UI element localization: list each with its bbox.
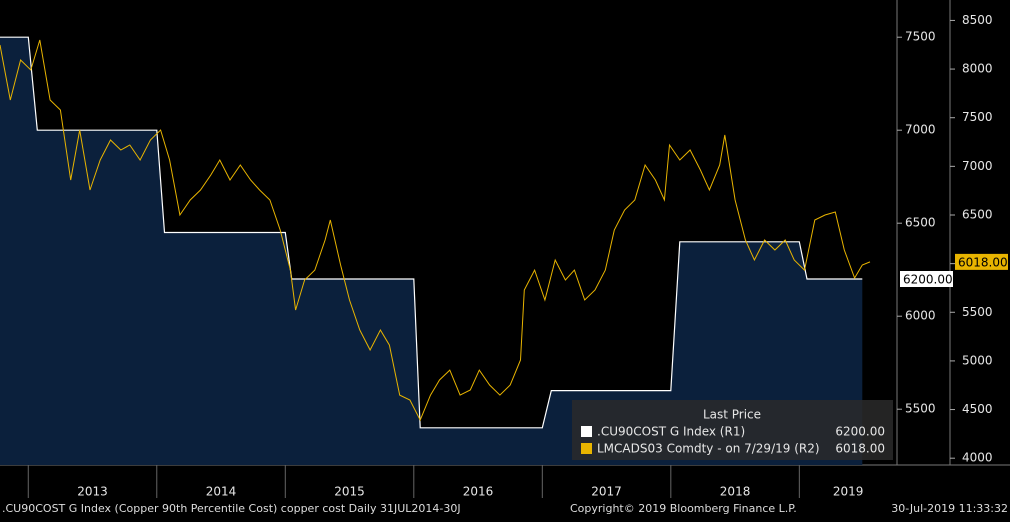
x-tick-label: 2018 (720, 485, 751, 499)
footer-left: .CU90COST G Index (Copper 90th Percentil… (2, 502, 461, 515)
footer: .CU90COST G Index (Copper 90th Percentil… (2, 502, 1008, 515)
x-tick-label: 2013 (77, 485, 108, 499)
last-price-label: 6018.00 (958, 255, 1008, 269)
x-tick-label: 2015 (334, 485, 365, 499)
r2-tick-label: 8000 (962, 62, 993, 76)
r1-tick-label: 7000 (905, 123, 936, 137)
r2-tick-label: 7000 (962, 159, 993, 173)
legend: Last Price .CU90COST G Index (R1) 6200.00 L… (572, 400, 893, 460)
legend-label: .CU90COST G Index (R1) (597, 425, 745, 439)
legend-swatch (581, 443, 592, 454)
r2-tick-label: 4500 (962, 402, 993, 416)
x-tick-label: 2019 (833, 485, 864, 499)
x-tick-label: 2016 (463, 485, 494, 499)
legend-value: 6018.00 (835, 442, 885, 456)
footer-right: 30-Jul-2019 11:33:32 (891, 502, 1008, 515)
r2-tick-label: 6500 (962, 207, 993, 221)
r2-tick-label: 8500 (962, 13, 993, 27)
r1-tick-label: 6000 (905, 309, 936, 323)
legend-swatch (581, 426, 592, 437)
footer-center: Copyright© 2019 Bloomberg Finance L.P. (570, 502, 797, 515)
x-tick-label: 2014 (206, 485, 237, 499)
legend-value: 6200.00 (835, 425, 885, 439)
r1-tick-label: 5500 (905, 402, 936, 416)
legend-title: Last Price (703, 408, 761, 422)
r1-tick-label: 7500 (905, 30, 936, 44)
legend-box (572, 400, 893, 460)
r2-tick-label: 5500 (962, 305, 993, 319)
r2-tick-label: 4000 (962, 451, 993, 465)
r1-tick-label: 6500 (905, 216, 936, 230)
r2-tick-label: 5000 (962, 353, 993, 367)
last-price-tag (900, 271, 953, 287)
r2-tick-label: 7500 (962, 110, 993, 124)
line (0, 39, 871, 422)
area (0, 37, 863, 465)
line (0, 36, 863, 429)
x-tick-label: 2017 (591, 485, 622, 499)
last-price-label: 6200.00 (903, 273, 953, 287)
legend-label: LMCADS03 Comdty - on 7/29/19 (R2) (597, 442, 820, 456)
last-price-tag (955, 253, 1008, 270)
